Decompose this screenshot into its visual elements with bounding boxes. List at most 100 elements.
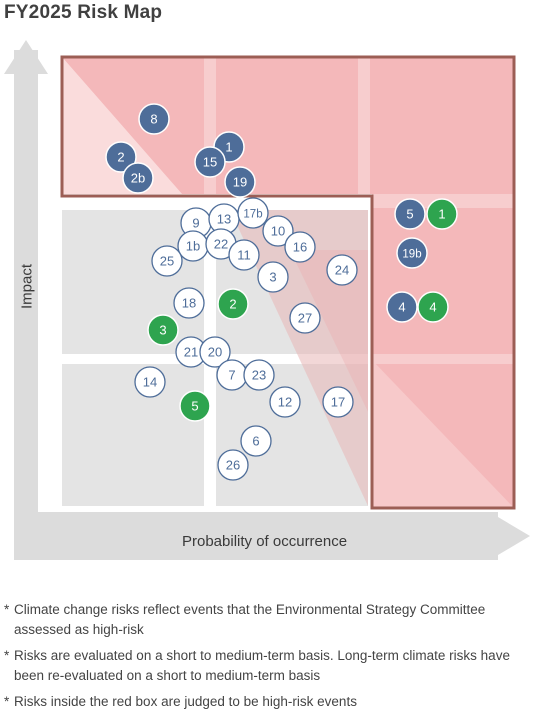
risk-marker-circle [134,366,166,398]
risk-marker-blue: 2 [105,141,137,173]
risk-marker-label: 11 [237,248,251,263]
risk-marker-white: 18 [173,287,205,319]
risk-marker-green: 1 [426,198,458,230]
footnote-marker: * [4,602,10,617]
risk-marker-circle [217,288,249,320]
risk-marker-label: 13 [217,212,231,227]
risk-marker-label: 5 [191,399,198,414]
risk-marker-label: 10 [271,224,285,239]
risk-marker-label: 1b [186,239,200,254]
risk-marker-circle [105,141,137,173]
risk-marker-label: 4 [429,300,436,315]
footnotes: * Climate change risks reflect events tha… [4,600,530,718]
risk-marker-label: 20 [208,345,222,360]
risk-marker-circle [326,254,358,286]
risk-marker-white: 24 [326,254,358,286]
risk-marker-white: 7 [216,359,248,391]
risk-marker-circle [199,336,231,368]
risk-marker-circle [426,198,458,230]
footnote-text: Climate change risks reflect events that… [14,602,486,637]
risk-marker-label: 24 [335,263,349,278]
risk-marker-circle [257,261,289,293]
risk-marker-label: 7 [228,368,235,383]
risk-marker-label: 26 [226,458,240,473]
risk-marker-white: 17 [322,386,354,418]
risk-marker-circle [417,291,449,323]
risk-marker-circle [394,198,426,230]
risk-marker-label: 4 [398,300,405,315]
risk-marker-green: 4 [417,291,449,323]
risk-marker-circle [284,231,316,263]
risk-marker-circle [237,197,269,229]
risk-marker-circle [228,239,260,271]
risk-marker-label: 2 [117,150,124,165]
risk-marker-label: 25 [160,254,174,269]
footnote: * Climate change risks reflect events tha… [4,600,530,640]
risk-marker-white: 20 [199,336,231,368]
x-axis-arrow [14,512,530,560]
risk-marker-white: 14 [134,366,166,398]
risk-marker-blue: 4 [386,291,418,323]
risk-marker-label: 6 [252,434,259,449]
risk-marker-circle [179,390,211,422]
risk-marker-blue: 2b [122,162,154,194]
risk-marker-white: 23 [243,359,275,391]
risk-marker-circle [322,386,354,418]
footnote-text: Risks inside the red box are judged to b… [14,694,357,709]
risk-marker-blue: 19b [396,237,428,269]
risk-marker-circle [194,146,226,178]
risk-marker-circle [224,166,256,198]
risk-marker-label: 14 [143,375,157,390]
risk-marker-green: 2 [217,288,249,320]
risk-marker-white: 1b [177,230,209,262]
risk-marker-blue: 8 [138,103,170,135]
risk-marker-label: 23 [252,368,266,383]
risk-marker-circle [269,386,301,418]
risk-marker-circle [243,359,275,391]
risk-marker-circle [262,215,294,247]
risk-marker-circle [122,162,154,194]
risk-marker-label: 27 [298,311,312,326]
risk-marker-label: 17b [243,209,262,221]
risk-marker-label: 1 [438,207,445,222]
footnote-text: Risks are evaluated on a short to medium… [14,648,510,683]
risk-marker-blue: 5 [394,198,426,230]
risk-marker-green: 5 [179,390,211,422]
risk-marker-circle [396,237,428,269]
risk-marker-circle [147,314,179,346]
risk-marker-circle [151,245,183,277]
footnote: * Risks are evaluated on a short to mediu… [4,646,530,686]
risk-marker-label: 1 [225,140,232,155]
risk-marker-white: 11 [228,239,260,271]
risk-marker-label: 12 [278,395,292,410]
risk-marker-white: 27 [289,302,321,334]
risk-marker-label: 5 [406,207,413,222]
risk-marker-white: 16 [284,231,316,263]
footnote: * Risks inside the red box are judged to … [4,692,530,712]
risk-marker-white: 25 [151,245,183,277]
risk-marker-white: 22 [205,228,237,260]
risk-marker-green: 3 [147,314,179,346]
axes [4,40,530,560]
risk-marker-white: 26 [217,449,249,481]
risk-marker-circle [138,103,170,135]
risk-marker-label: 2b [131,171,145,186]
risk-marker-label: 19b [402,249,421,261]
risk-marker-label: 21 [184,345,198,360]
high-risk-right-column [372,194,514,508]
risk-marker-circle [240,425,272,457]
y-axis-label: Impact [18,264,36,310]
risk-marker-label: 17 [331,395,345,410]
risk-marker-white: 17b [237,197,269,229]
risk-marker-white: 6 [240,425,272,457]
risk-marker-white: 12 [269,386,301,418]
risk-marker-white: 10 [262,215,294,247]
risk-marker-label: 15 [203,155,217,170]
risk-marker-circle [386,291,418,323]
risk-marker-label: 9 [192,216,199,231]
footnote-marker: * [4,694,10,709]
risk-marker-white: 3 [257,261,289,293]
x-axis-label: Probability of occurrence [182,533,348,550]
